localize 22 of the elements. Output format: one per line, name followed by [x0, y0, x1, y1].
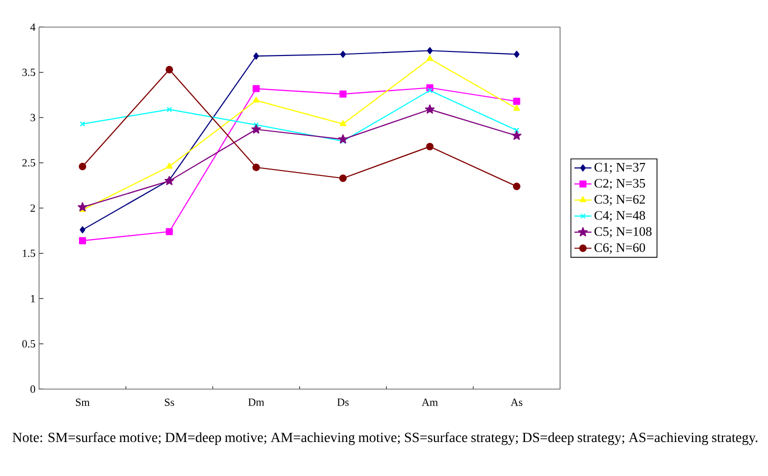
y-tick-label: 2.5	[22, 159, 36, 167]
x-tick-label: As	[510, 398, 522, 406]
y-tick-label: 3	[30, 114, 36, 122]
y-tick-label: 2	[30, 204, 35, 212]
x-tick-label: Am	[422, 398, 438, 406]
legend-label: C6; N=60	[594, 243, 646, 254]
legend-label: C1; N=37	[594, 162, 646, 174]
y-tick-label: 0.5	[22, 340, 36, 348]
y-tick-label: 1	[31, 294, 35, 302]
x-tick-label: Ss	[164, 398, 174, 406]
y-tick-label: 1.5	[22, 250, 36, 258]
x-tick-label: Dm	[248, 398, 264, 406]
legend-label: C3; N=62	[594, 194, 645, 206]
x-tick-label: Sm	[76, 398, 90, 406]
y-tick-label: 0	[30, 385, 36, 393]
legend-label: C4; N=48	[594, 211, 646, 222]
y-tick-label: 4	[30, 24, 36, 31]
x-tick-label: Ds	[337, 398, 349, 406]
y-tick-label: 3.5	[22, 68, 36, 76]
text: Note: SM=surface motive; DM=deep motive; AM=achieving motive; SS=surface strategy; DS=deep strategy; AS=achieving strategy.	[12, 432, 758, 446]
legend-label: C2; N=35	[594, 178, 646, 190]
legend-label: C5; N=108	[594, 227, 652, 238]
